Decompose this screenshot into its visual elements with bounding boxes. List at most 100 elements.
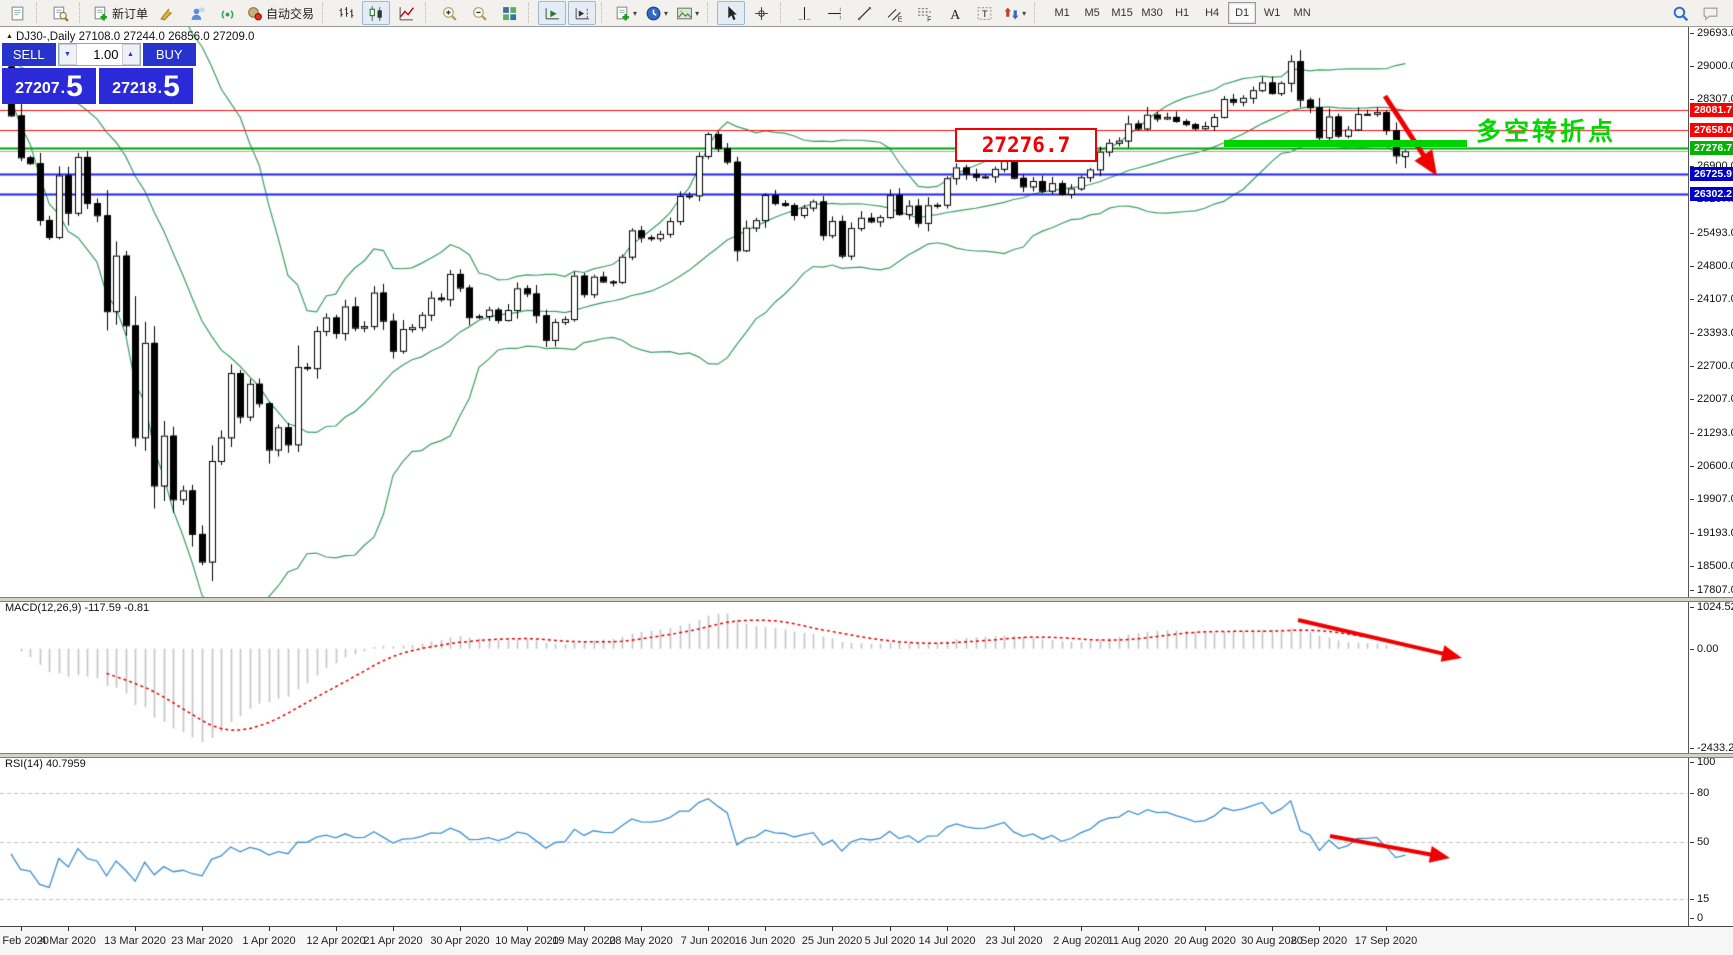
crosshair-button[interactable] bbox=[747, 1, 775, 25]
volume-decrease-button[interactable]: ▼ bbox=[58, 44, 77, 65]
date-label: 13 Mar 2020 bbox=[104, 935, 166, 947]
timeframe-h4[interactable]: H4 bbox=[1205, 7, 1220, 19]
profiles-icon[interactable] bbox=[46, 1, 74, 25]
arrows-button[interactable]: ▾ bbox=[1000, 1, 1029, 25]
svg-text:A: A bbox=[950, 6, 960, 21]
date-label: 11 Aug 2020 bbox=[1107, 935, 1169, 947]
toolbar-separator bbox=[601, 3, 606, 23]
new-order-button-label: 新订单 bbox=[112, 6, 149, 21]
toolbar-separator bbox=[528, 3, 533, 23]
search-icon[interactable] bbox=[1666, 1, 1694, 25]
price-level-badge: 27658.0 bbox=[1690, 122, 1733, 137]
price-level-badge: 26302.2 bbox=[1690, 187, 1733, 202]
timeframe-m5[interactable]: M5 bbox=[1084, 7, 1100, 19]
chart-title-text: DJ30-,Daily 27108.0 27244.0 26856.0 2720… bbox=[15, 31, 255, 43]
new-order-button[interactable]: 新订单 bbox=[89, 1, 151, 25]
axis-tick-label: 19193.0 bbox=[1689, 527, 1733, 539]
date-label: 20 Aug 2020 bbox=[1174, 935, 1236, 947]
timeframe-w1[interactable]: W1 bbox=[1263, 7, 1281, 19]
auto-scroll-icon[interactable] bbox=[538, 1, 567, 25]
styler-icon[interactable] bbox=[153, 1, 181, 25]
timeframe-h1[interactable]: H1 bbox=[1175, 7, 1190, 19]
time-axis-tick bbox=[832, 927, 833, 931]
timeframe-m15[interactable]: M15 bbox=[1111, 7, 1133, 19]
sell-price[interactable]: 27207. 5 bbox=[2, 68, 96, 104]
axis-tick-label: 22007.0 bbox=[1689, 393, 1733, 405]
time-axis-tick bbox=[393, 927, 394, 931]
timeframe-mn[interactable]: MN bbox=[1293, 7, 1311, 19]
axis-tick-label: 25493.0 bbox=[1689, 227, 1733, 239]
volume-input[interactable] bbox=[76, 44, 122, 65]
bar-chart-icon[interactable] bbox=[332, 1, 360, 25]
date-label: 4 Feb 2020 bbox=[0, 935, 49, 947]
chevron-down-icon: ▾ bbox=[1022, 8, 1027, 18]
date-label: 2 Aug 2020 bbox=[1053, 935, 1109, 947]
line-chart-icon[interactable] bbox=[392, 1, 420, 25]
toolbar-buttons: 新订单 自动交易 ▾ ▾ ▾ E F A T ▾ bbox=[2, 1, 1043, 25]
sell-price-frac: 5 bbox=[66, 70, 83, 103]
date-label: 10 May 2020 bbox=[495, 935, 559, 947]
one-click-trade-panel: SELL ▼ ▲ BUY 27207.5 27218.5 bbox=[2, 43, 196, 104]
macd-canvas[interactable] bbox=[0, 600, 1688, 753]
date-label: 12 Apr 2020 bbox=[306, 935, 366, 947]
pane-separator[interactable] bbox=[0, 597, 1733, 602]
chat-icon[interactable] bbox=[1696, 1, 1724, 25]
time-axis-tick bbox=[890, 927, 891, 931]
date-label: 8 Sep 2020 bbox=[1290, 935, 1348, 947]
main-chart-canvas[interactable] bbox=[0, 27, 1688, 597]
axis-tick-label: 15 bbox=[1689, 893, 1709, 905]
timeframe-d1[interactable]: D1 bbox=[1228, 2, 1257, 24]
autotrade-button[interactable]: 自动交易 bbox=[243, 1, 317, 25]
add-indicator-button[interactable]: ▾ bbox=[611, 1, 640, 25]
zoom-out-icon[interactable] bbox=[465, 1, 493, 25]
volume-increase-button[interactable]: ▲ bbox=[121, 44, 140, 65]
candlestick-icon[interactable] bbox=[362, 1, 391, 25]
periods-button[interactable]: ▾ bbox=[642, 1, 671, 25]
tile-windows-icon[interactable] bbox=[495, 1, 523, 25]
price-level-badge: 28081.7 bbox=[1690, 102, 1733, 117]
chart-shift-icon[interactable] bbox=[568, 1, 597, 25]
turning-point-annotation[interactable]: 多空转折点 bbox=[1476, 118, 1617, 146]
hline-button[interactable] bbox=[820, 1, 848, 25]
time-axis-tick bbox=[1014, 927, 1015, 931]
rsi-axis: 100 80 50 15 0 bbox=[1688, 756, 1733, 926]
channel-button[interactable]: E bbox=[880, 1, 908, 25]
axis-tick-label: 29000.0 bbox=[1689, 60, 1733, 72]
vline-button[interactable] bbox=[790, 1, 818, 25]
axis-tick-label: 20600.0 bbox=[1689, 460, 1733, 472]
timeframe-m1[interactable]: M1 bbox=[1054, 7, 1070, 19]
templates-button[interactable]: ▾ bbox=[673, 1, 702, 25]
axis-tick-label: 17807.0 bbox=[1689, 584, 1733, 596]
time-axis-tick bbox=[1081, 927, 1082, 931]
sell-price-dot: . bbox=[60, 80, 66, 97]
zoom-in-icon[interactable] bbox=[435, 1, 463, 25]
axis-tick-label: 50 bbox=[1689, 836, 1709, 848]
cursor-button[interactable] bbox=[717, 1, 746, 25]
trendline-button[interactable] bbox=[850, 1, 878, 25]
timeframe-m30[interactable]: M30 bbox=[1141, 7, 1163, 19]
signal-icon[interactable] bbox=[213, 1, 241, 25]
buy-price-dot: . bbox=[157, 80, 163, 97]
toolbar-separator bbox=[780, 3, 785, 23]
label-button[interactable]: T bbox=[970, 1, 998, 25]
buy-price[interactable]: 27218. 5 bbox=[99, 68, 193, 104]
symbol-marker-icon: ▲ bbox=[6, 33, 13, 40]
new-chart-icon[interactable] bbox=[3, 1, 31, 25]
fibo-button[interactable]: F bbox=[910, 1, 938, 25]
autotrade-button-label: 自动交易 bbox=[266, 6, 315, 21]
rsi-canvas[interactable] bbox=[0, 756, 1688, 926]
date-label: 30 Aug 2020 bbox=[1241, 935, 1303, 947]
sell-button[interactable]: SELL bbox=[2, 43, 56, 66]
support-price-label[interactable]: 27276.7 bbox=[955, 128, 1097, 162]
text-button[interactable]: A bbox=[940, 1, 968, 25]
support-zone-bar[interactable] bbox=[1224, 140, 1467, 147]
axis-tick-label: 29693.0 bbox=[1689, 27, 1733, 39]
pane-separator[interactable] bbox=[0, 753, 1733, 758]
time-axis-tick bbox=[135, 927, 136, 931]
time-axis-tick bbox=[765, 927, 766, 931]
community-icon[interactable] bbox=[183, 1, 211, 25]
axis-tick-label: 19907.0 bbox=[1689, 493, 1733, 505]
buy-button[interactable]: BUY bbox=[142, 43, 196, 66]
axis-tick-label: 24800.0 bbox=[1689, 260, 1733, 272]
time-axis-tick bbox=[527, 927, 528, 931]
